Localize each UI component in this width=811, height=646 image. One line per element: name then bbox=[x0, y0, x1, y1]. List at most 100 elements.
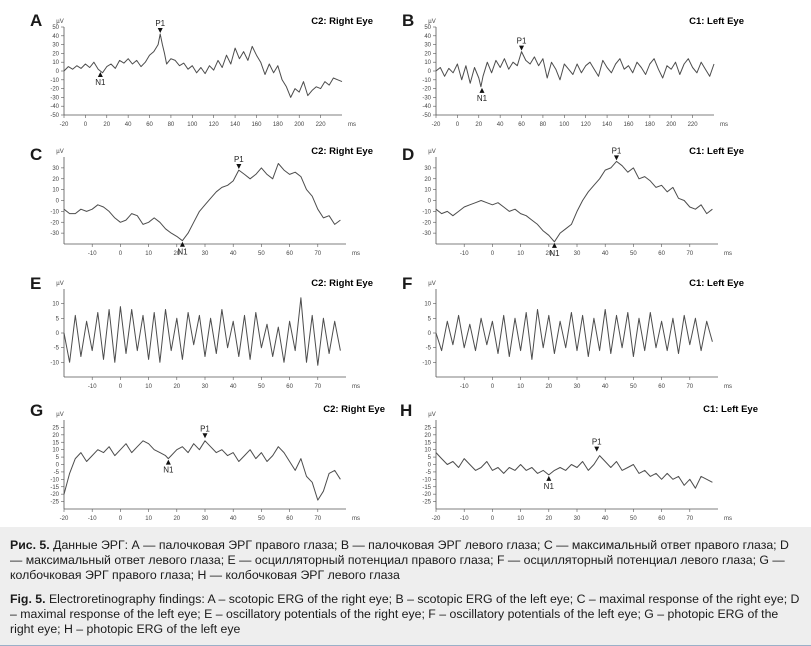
chart-a-xtick-label: 120 bbox=[209, 122, 220, 128]
chart-g-ytick-label: 10 bbox=[52, 448, 59, 454]
chart-g-ytick-label: -20 bbox=[50, 492, 59, 498]
chart-b-xtick-label: 180 bbox=[645, 122, 656, 128]
chart-g-marker-p1-label: P1 bbox=[200, 424, 210, 433]
chart-f-xtick-label: 30 bbox=[574, 384, 581, 390]
chart-b-marker-p1 bbox=[519, 45, 525, 51]
panel-g-letter: G bbox=[30, 401, 43, 420]
panel-a-letter: A bbox=[30, 11, 42, 30]
chart-h-marker-p1-label: P1 bbox=[592, 438, 602, 447]
panel-f-letter: F bbox=[402, 274, 412, 293]
chart-e-xtick-label: 70 bbox=[314, 384, 321, 390]
chart-g-xtick-label: 60 bbox=[286, 516, 293, 522]
panel-c-letter: C bbox=[30, 145, 42, 164]
chart-b-ytick-label: -40 bbox=[422, 104, 431, 110]
chart-c-ylabel: µV bbox=[56, 149, 63, 155]
chart-f-xlabel: ms bbox=[724, 384, 732, 390]
chart-c-xtick-label: 20 bbox=[173, 251, 180, 257]
chart-b-ytick-label: 20 bbox=[424, 51, 431, 57]
chart-h-xtick-label: 40 bbox=[602, 516, 609, 522]
chart-h-ylabel: µV bbox=[428, 412, 435, 418]
chart-h-marker-p1 bbox=[594, 446, 600, 452]
chart-a-ytick-label: 50 bbox=[52, 25, 59, 31]
chart-e-xlabel: ms bbox=[352, 384, 360, 390]
chart-a-xtick-label: 180 bbox=[273, 122, 284, 128]
chart-a-marker-p1 bbox=[157, 28, 163, 34]
chart-h-xtick-label: 10 bbox=[517, 516, 524, 522]
chart-b-xtick-label: 140 bbox=[602, 122, 613, 128]
chart-f-ytick-label: -5 bbox=[426, 346, 432, 352]
chart-c-ytick-label: -10 bbox=[50, 209, 59, 215]
chart-g-marker-n1-label: N1 bbox=[163, 466, 174, 475]
chart-e-ytick-label: -5 bbox=[54, 346, 60, 352]
chart-c-xtick-label: 40 bbox=[230, 251, 237, 257]
chart-g-xtick-label: 30 bbox=[202, 516, 209, 522]
panel-b-title: C1: Left Eye bbox=[689, 16, 744, 27]
chart-c-ytick-label: 10 bbox=[52, 188, 59, 194]
chart-e-xtick-label: 0 bbox=[119, 384, 123, 390]
chart-a-ytick-label: -50 bbox=[50, 113, 59, 119]
caption-russian-text: Данные ЭРГ: А — палочковая ЭРГ правого г… bbox=[10, 538, 789, 582]
chart-b-ytick-label: -30 bbox=[422, 95, 431, 101]
panel-e: E C2: Right Eye bbox=[30, 274, 373, 293]
chart-g-xtick-label: 50 bbox=[258, 516, 265, 522]
caption-english-label: Fig. 5. bbox=[10, 592, 46, 606]
chart-f-ytick-label: -10 bbox=[422, 360, 431, 366]
chart-c-ytick-label: 20 bbox=[52, 177, 59, 183]
chart-g-marker-n1 bbox=[165, 459, 171, 465]
chart-a-trace bbox=[63, 33, 343, 98]
panel-d: D C1: Left Eye bbox=[402, 145, 744, 164]
chart-h-ytick-label: 20 bbox=[424, 433, 431, 439]
caption-russian-label: Рис. 5. bbox=[10, 538, 50, 552]
chart-d-xtick-label: -10 bbox=[460, 251, 469, 257]
chart-d-xtick-label: 40 bbox=[602, 251, 609, 257]
chart-b-ytick-label: 30 bbox=[424, 43, 431, 49]
chart-c-xtick-label: 0 bbox=[119, 251, 123, 257]
chart-b-ytick-label: 10 bbox=[424, 60, 431, 66]
chart-d-xtick-label: 10 bbox=[517, 251, 524, 257]
chart-b-xtick-label: 100 bbox=[559, 122, 570, 128]
caption-russian: Рис. 5. Данные ЭРГ: А — палочковая ЭРГ п… bbox=[10, 538, 800, 583]
chart-g-ytick-label: 5 bbox=[56, 455, 60, 461]
chart-h-trace bbox=[435, 452, 713, 489]
chart-d-ytick-label: -30 bbox=[422, 231, 431, 237]
chart-g-xtick-label: 0 bbox=[119, 516, 123, 522]
chart-f-xtick-label: -10 bbox=[460, 384, 469, 390]
chart-d-trace bbox=[435, 160, 713, 243]
chart-a-ytick-label: -30 bbox=[50, 95, 59, 101]
chart-h-xlabel: ms bbox=[724, 516, 732, 522]
chart-d-xlabel: ms bbox=[724, 251, 732, 257]
chart-a-ytick-label: 10 bbox=[52, 60, 59, 66]
chart-b-marker-p1-label: P1 bbox=[517, 37, 527, 46]
chart-a-xtick-label: -20 bbox=[60, 122, 69, 128]
chart-c-xtick-label: 30 bbox=[202, 251, 209, 257]
chart-a-marker-p1-label: P1 bbox=[155, 19, 165, 28]
erg-figure: A C2: Right Eye B C1: Left Eye C C2: Rig… bbox=[30, 11, 758, 522]
panel-f-title: C1: Left Eye bbox=[689, 278, 744, 289]
chart-h-ytick-label: 25 bbox=[424, 425, 431, 431]
chart-g-xtick-label: -20 bbox=[60, 516, 69, 522]
chart-g-ylabel: µV bbox=[56, 412, 63, 418]
chart-c-xtick-label: 50 bbox=[258, 251, 265, 257]
chart-a-ytick-label: 30 bbox=[52, 43, 59, 49]
chart-b-xtick-label: 160 bbox=[623, 122, 634, 128]
panel-f: F C1: Left Eye bbox=[402, 274, 744, 293]
chart-e-xtick-label: 10 bbox=[145, 384, 152, 390]
panel-g-title: C2: Right Eye bbox=[323, 404, 385, 415]
chart-c: 30 20 10 0 -10 -20 -30 -10 0 10 20 30 40 50 60 70 µV ms P1… bbox=[50, 149, 360, 257]
chart-b-ytick-label: -20 bbox=[422, 87, 431, 93]
chart-g-ytick-label: 15 bbox=[52, 440, 59, 446]
chart-g-ytick-label: -25 bbox=[50, 500, 59, 506]
chart-d-ytick-label: -20 bbox=[422, 220, 431, 226]
chart-g-ytick-label: 0 bbox=[56, 463, 60, 469]
chart-e-xtick-label: 50 bbox=[258, 384, 265, 390]
chart-b-ytick-label: -10 bbox=[422, 78, 431, 84]
chart-b-xtick-label: 120 bbox=[581, 122, 592, 128]
chart-d-ytick-label: 30 bbox=[424, 166, 431, 172]
chart-b-ylabel: µV bbox=[428, 19, 435, 25]
chart-c-xtick-label: -10 bbox=[88, 251, 97, 257]
panel-e-letter: E bbox=[30, 274, 41, 293]
